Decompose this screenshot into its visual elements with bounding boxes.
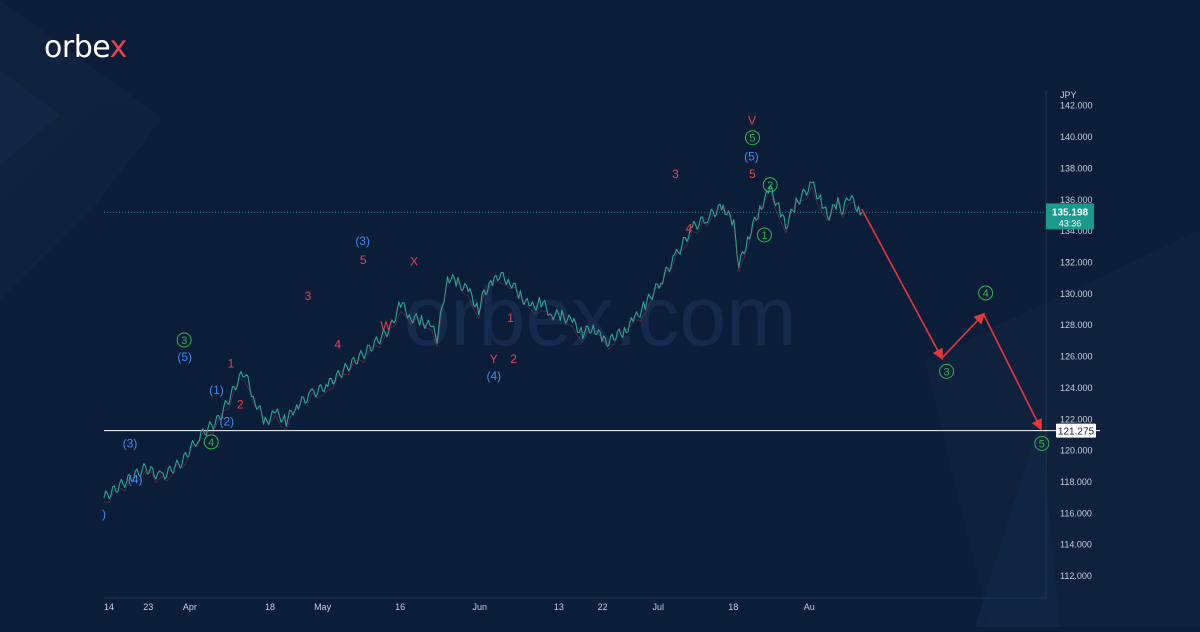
current-price-value: 135.198 — [1052, 207, 1089, 218]
wave-label: 2 — [237, 397, 244, 411]
wave-label-circle — [744, 130, 760, 146]
wave-label: (5) — [744, 150, 759, 164]
wave-label: 3 — [181, 335, 187, 347]
y-tick-label: 132.000 — [1060, 257, 1093, 267]
wave-label: 5 — [749, 133, 755, 145]
wave-label: (3) — [123, 436, 138, 450]
x-tick-label: 18 — [265, 602, 275, 612]
y-tick-label: 118.000 — [1060, 477, 1092, 487]
wave-label: 5 — [360, 253, 367, 267]
wave-label: (3) — [355, 234, 370, 248]
wave-label: W — [380, 319, 392, 333]
logo-text: orbex — [44, 30, 127, 65]
price-line — [103, 181, 863, 500]
y-tick-label: 114.000 — [1060, 540, 1092, 550]
wave-label: 5 — [1039, 438, 1045, 450]
support-level-tag — [1056, 423, 1096, 438]
wave-label: (4) — [128, 473, 143, 487]
wave-label: 2 — [510, 352, 517, 366]
wave-label: 3 — [305, 289, 312, 303]
y-tick-label: 136.000 — [1060, 195, 1093, 205]
y-tick-label: 138.000 — [1060, 163, 1093, 173]
x-tick-label: 14 — [104, 602, 114, 612]
current-price-tag — [1046, 203, 1094, 230]
x-tick-label: 18 — [728, 602, 738, 612]
y-axis-unit: JPY — [1060, 90, 1077, 100]
projection-arrow — [982, 313, 1042, 431]
wave-label: (5) — [177, 350, 192, 364]
wave-label: 4 — [334, 338, 341, 352]
y-tick-label: 112.000 — [1060, 571, 1092, 581]
wave-label: ) — [102, 507, 106, 521]
y-tick-label: 140.000 — [1060, 132, 1093, 142]
x-tick-label: Jun — [473, 602, 488, 612]
projection-arrows — [861, 208, 1042, 431]
x-tick-label: Apr — [183, 602, 197, 612]
wave-label: Y — [490, 352, 498, 366]
price-wicks — [103, 185, 859, 504]
y-tick-label: 122.000 — [1060, 414, 1093, 424]
wave-label-circle — [978, 285, 994, 301]
watermark: orbex.com — [404, 269, 796, 363]
wave-label: 4 — [208, 437, 214, 449]
wave-label: X — [410, 255, 418, 269]
wave-label-circle — [203, 434, 219, 450]
wave-label: (2) — [219, 415, 234, 429]
price-levels — [104, 211, 1100, 432]
x-tick-label: May — [314, 602, 332, 612]
x-tick-label: 13 — [554, 602, 564, 612]
y-tick-label: 134.000 — [1060, 226, 1093, 236]
wave-label: V — [748, 113, 756, 127]
orbex-logo: orbex — [44, 30, 127, 65]
wave-label-circle — [762, 177, 778, 193]
y-tick-label: 124.000 — [1060, 383, 1093, 393]
logo-text-main: orbe — [44, 30, 110, 65]
x-tick-label: 22 — [598, 602, 608, 612]
wave-label: 5 — [749, 167, 756, 181]
x-tick-label: Jul — [653, 602, 665, 612]
wave-label: (1) — [209, 383, 224, 397]
projection-arrow — [861, 208, 943, 361]
y-tick-label: 116.000 — [1060, 508, 1092, 518]
y-tick-label: 130.000 — [1060, 289, 1093, 299]
logo-x-mark: x — [109, 30, 128, 65]
wave-label-circle — [1034, 435, 1050, 451]
wave-label: 1 — [228, 357, 235, 371]
y-tick-label: 128.000 — [1060, 320, 1093, 330]
x-tick-label: 16 — [395, 602, 405, 612]
y-tick-label: 126.000 — [1060, 352, 1093, 362]
wave-label: 3 — [944, 366, 950, 378]
wave-label-circle — [756, 227, 772, 243]
projection-arrow — [941, 312, 986, 359]
wave-label-circle — [176, 332, 192, 348]
x-tick-label: Au — [804, 602, 815, 612]
x-tick-label: 23 — [143, 602, 153, 612]
y-tick-label: 120.000 — [1060, 446, 1093, 456]
price-series — [103, 181, 863, 504]
wave-label: (4) — [486, 369, 501, 383]
wave-label: 1 — [507, 311, 514, 325]
wave-label: 4 — [686, 222, 693, 236]
axes: JPY112.000114.000116.000118.000120.00012… — [104, 90, 1093, 612]
wave-label: 2 — [767, 180, 773, 192]
wave-label: 4 — [983, 288, 989, 300]
wave-label: 3 — [672, 167, 679, 181]
support-level-value: 121.275 — [1058, 427, 1095, 438]
y-tick-label: 142.000 — [1060, 101, 1093, 111]
wave-label: 1 — [761, 230, 767, 242]
current-price-countdown: 43:36 — [1059, 218, 1082, 228]
wave-label-circle — [939, 363, 955, 379]
